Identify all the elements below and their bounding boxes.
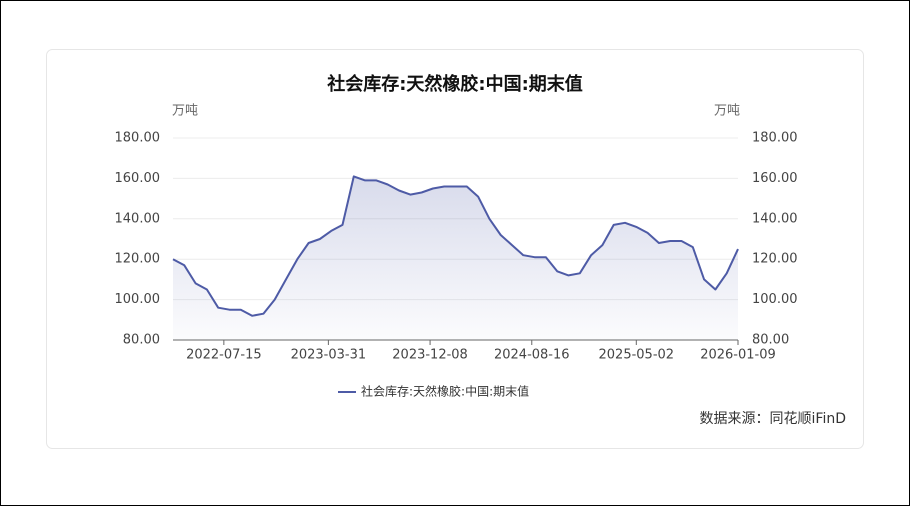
y-unit: 万吨 <box>172 104 198 119</box>
y2-tick-label: 160.00 <box>752 171 798 186</box>
x-tick-label: 2026-01-09 <box>700 348 776 363</box>
y2-tick-label: 180.00 <box>752 131 798 146</box>
y-tick-label: 100.00 <box>115 292 161 307</box>
chart-title: 社会库存:天然橡胶:中国:期末值 <box>327 73 583 95</box>
x-tick-label: 2022-07-15 <box>186 348 262 363</box>
y-tick-label: 160.00 <box>115 171 161 186</box>
x-tick-label: 2024-08-16 <box>494 348 570 363</box>
y-tick-label: 180.00 <box>115 131 161 146</box>
x-tick-label: 2023-12-08 <box>392 348 468 363</box>
y2-tick-label: 140.00 <box>752 211 798 226</box>
x-tick-label: 2025-05-02 <box>599 348 675 363</box>
x-tick-label: 2023-03-31 <box>291 348 367 363</box>
y-tick-label: 140.00 <box>115 211 161 226</box>
series-line <box>172 175 739 317</box>
y-tick-label: 120.00 <box>115 252 161 267</box>
y2-tick-label: 80.00 <box>752 333 789 348</box>
y2-unit: 万吨 <box>714 104 740 119</box>
y2-tick-label: 120.00 <box>752 252 798 267</box>
source: 数据来源：同花顺iFinD <box>700 411 846 427</box>
area-fill <box>173 176 738 340</box>
legend-label: 社会库存:天然橡胶:中国:期末值 <box>361 384 529 399</box>
y2-tick-label: 100.00 <box>752 292 798 307</box>
y-tick-label: 80.00 <box>123 333 160 348</box>
